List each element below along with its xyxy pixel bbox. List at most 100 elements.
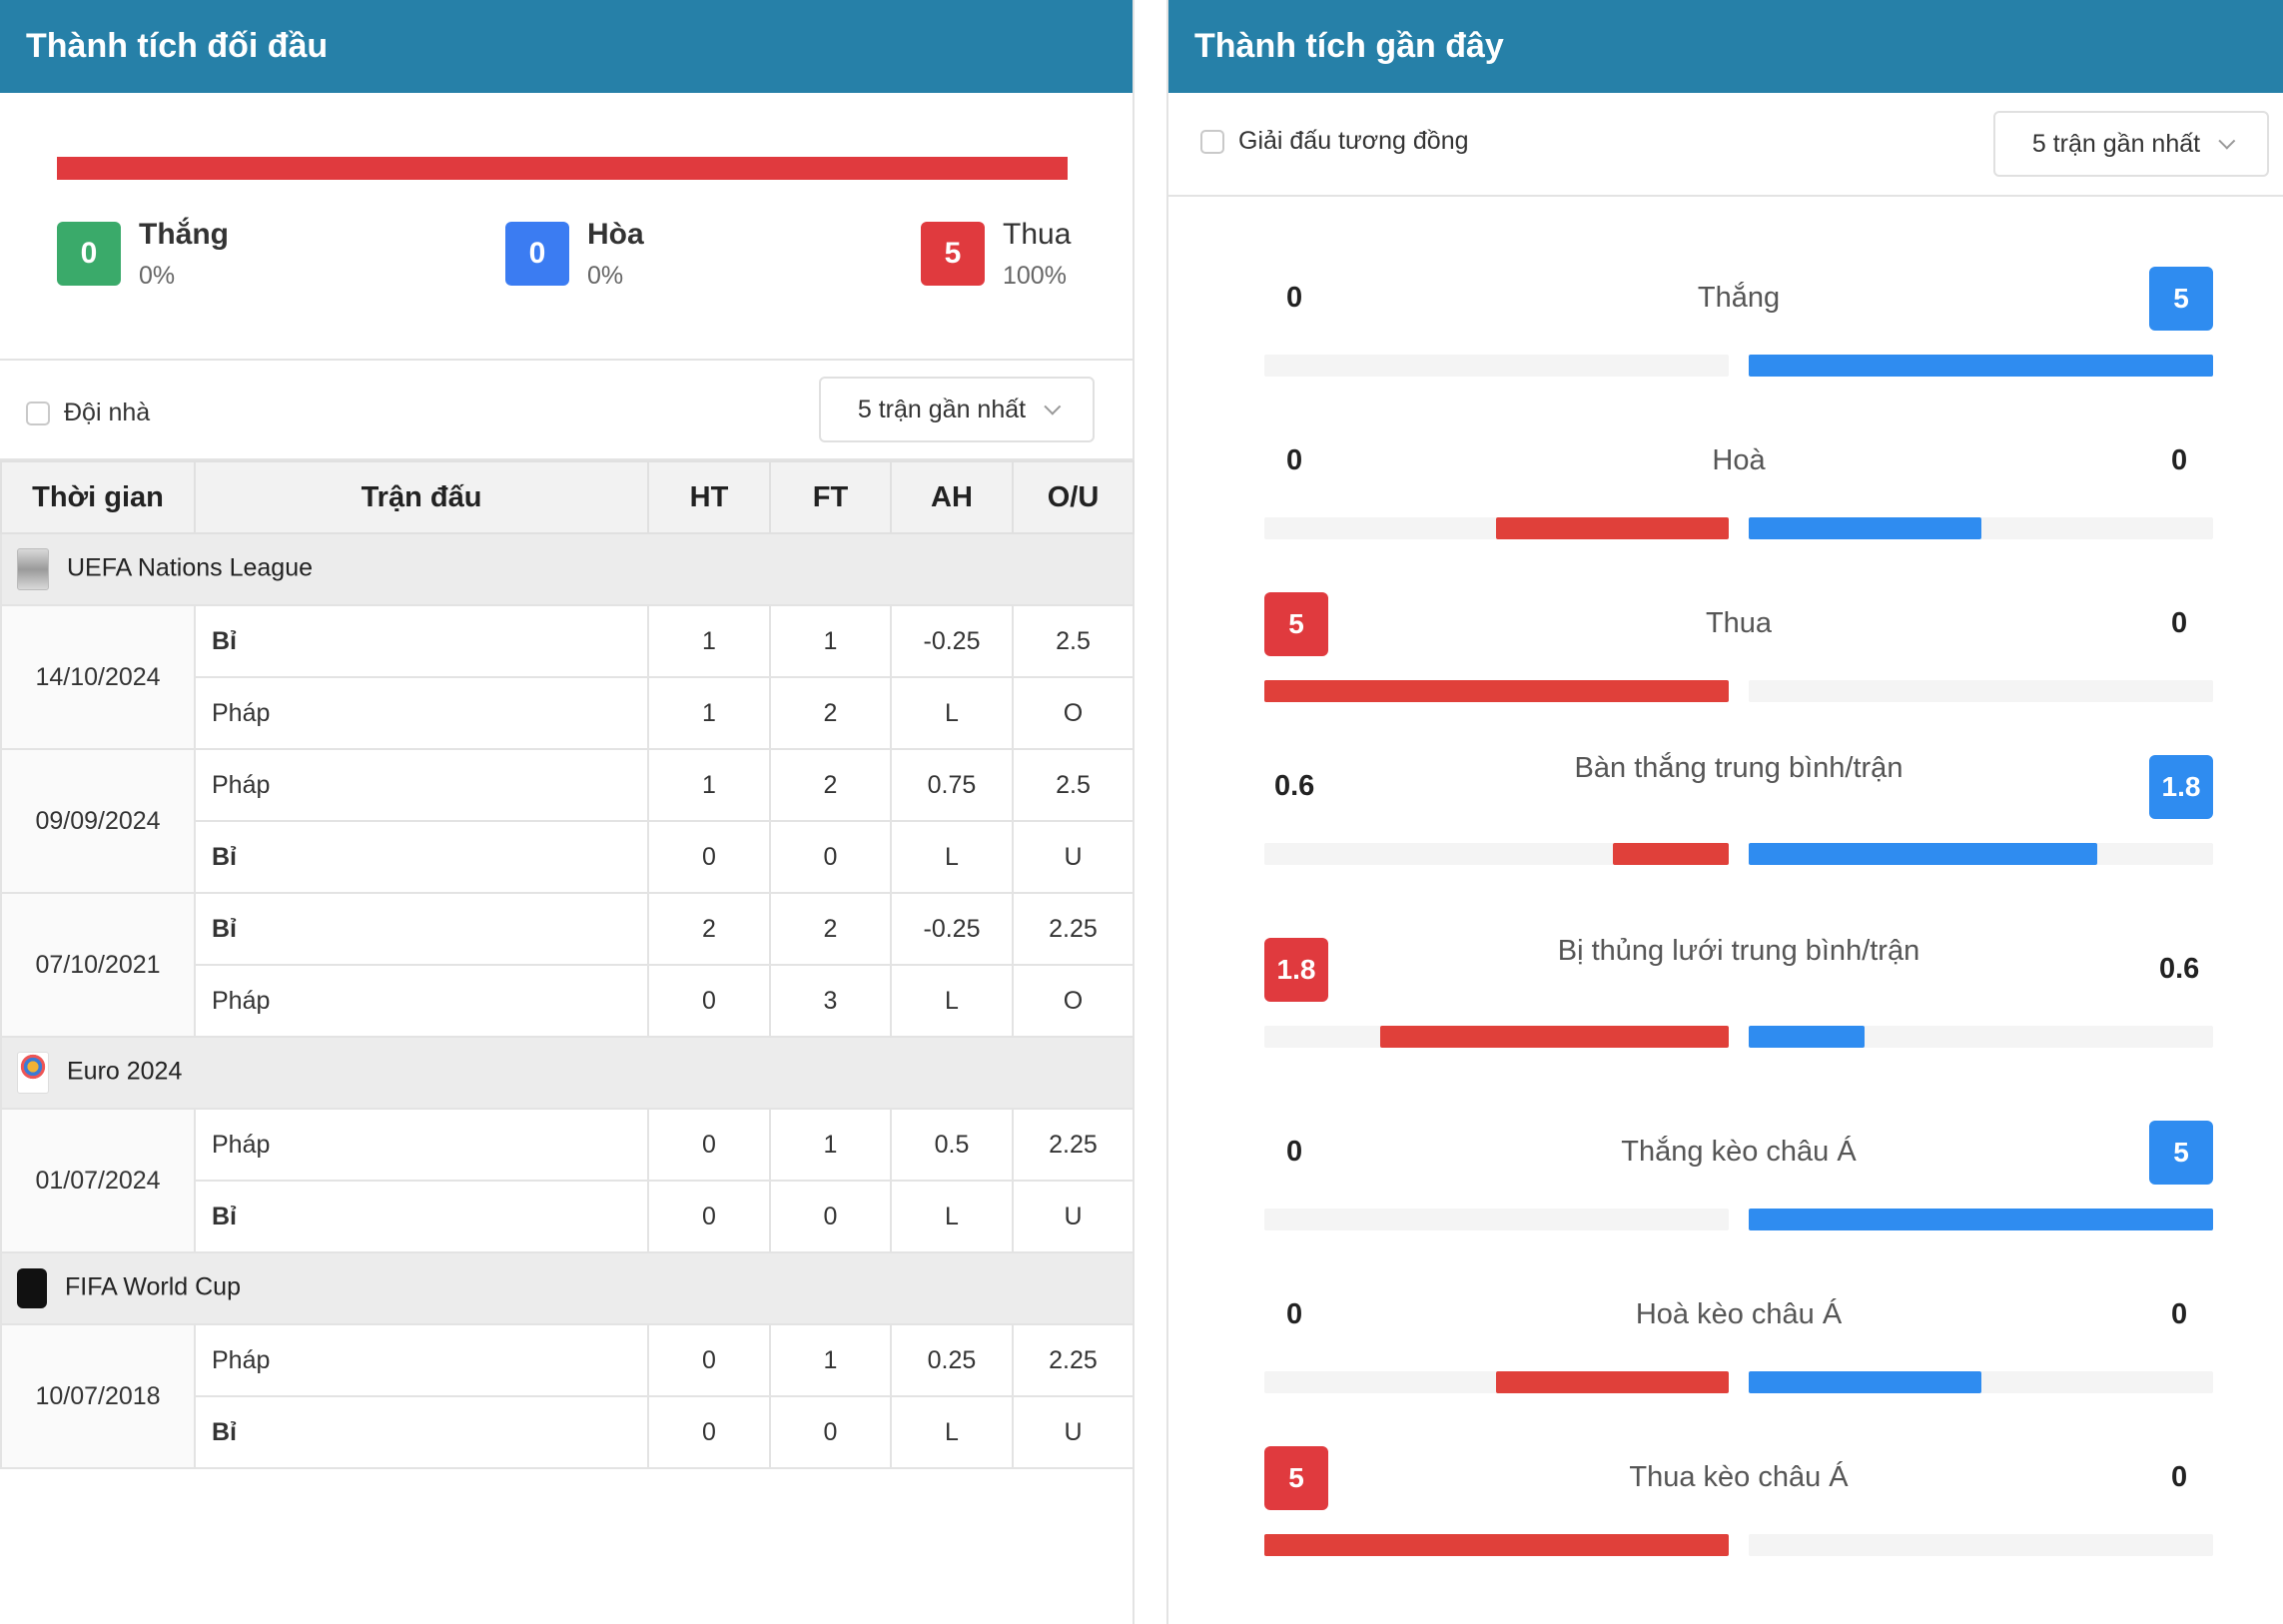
ou-value: 2.5 bbox=[1012, 604, 1135, 678]
h2h-result-bar bbox=[57, 157, 1068, 180]
table-row: Bỉ 0 0 L U bbox=[1, 1395, 1135, 1469]
left-bar-track bbox=[1264, 1209, 1729, 1230]
right-team-value: 0 bbox=[2171, 1461, 2188, 1493]
right-team-value: 0 bbox=[2171, 444, 2188, 476]
right-bar-fill bbox=[1749, 1371, 1981, 1393]
match-date: 01/07/2024 bbox=[0, 1108, 196, 1253]
left-bar-fill bbox=[1496, 1371, 1729, 1393]
team-name: Bỉ bbox=[194, 1395, 649, 1469]
ou-value: U bbox=[1012, 820, 1135, 894]
win-percent: 0% bbox=[139, 262, 176, 290]
ah-value: L bbox=[890, 820, 1014, 894]
league-row: Euro 2024 bbox=[0, 1036, 1135, 1110]
ou-value: U bbox=[1012, 1395, 1135, 1469]
similar-league-checkbox[interactable] bbox=[1200, 129, 1224, 154]
ht-score: 0 bbox=[647, 1323, 771, 1397]
right-bar-fill bbox=[1749, 517, 1981, 539]
stat-label: Thua kèo châu Á bbox=[1629, 1461, 1849, 1493]
fifa-world-cup-logo bbox=[17, 1268, 47, 1308]
table-row: Pháp 0 3 L O bbox=[1, 964, 1135, 1038]
recent-form-panel: Thành tích gần đây Giải đấu tương đồng 5… bbox=[1166, 0, 2283, 1624]
ah-value: L bbox=[890, 964, 1014, 1038]
team-name: Pháp bbox=[194, 676, 649, 750]
ft-score: 0 bbox=[769, 820, 892, 894]
table-row: 09/09/2024 Pháp 1 2 0.75 2.5 bbox=[0, 748, 1135, 894]
ht-score: 0 bbox=[647, 820, 771, 894]
table-row: Bỉ 0 0 L U bbox=[1, 820, 1135, 894]
home-team-filter[interactable]: Đội nhà bbox=[26, 399, 150, 427]
stat-row: 5 Thua kèo châu Á 0 bbox=[1264, 1446, 2213, 1556]
ht-score: 1 bbox=[647, 676, 771, 750]
home-team-label: Đội nhà bbox=[64, 399, 151, 426]
ah-value: L bbox=[890, 676, 1014, 750]
ft-score: 0 bbox=[769, 1395, 892, 1469]
ht-score: 1 bbox=[647, 604, 771, 678]
home-team-checkbox[interactable] bbox=[26, 401, 50, 425]
ah-value: -0.25 bbox=[890, 892, 1014, 966]
league-row: FIFA World Cup bbox=[0, 1251, 1135, 1325]
left-team-value: 0 bbox=[1286, 1298, 1303, 1330]
stat-row: 0.6 Bàn thắng trung bình/trận 1.8 bbox=[1264, 752, 2213, 865]
left-team-value: 0.6 bbox=[1274, 770, 1315, 802]
team-name: Bỉ bbox=[194, 892, 649, 966]
loss-label: Thua bbox=[1003, 218, 1072, 251]
draw-label: Hòa bbox=[587, 218, 644, 251]
right-bar-track bbox=[1749, 1534, 2213, 1556]
stat-row: 5 Thua 0 bbox=[1264, 592, 2213, 702]
recent-match-count-select[interactable]: 5 trận gần nhất bbox=[1993, 111, 2269, 177]
league-name: FIFA World Cup bbox=[65, 1272, 241, 1301]
stat-label: Bàn thắng trung bình/trận bbox=[1574, 752, 1903, 784]
loss-count-badge: 5 bbox=[921, 222, 985, 286]
ou-value: 2.25 bbox=[1012, 892, 1135, 966]
right-bar-track bbox=[1749, 1026, 2213, 1048]
right-team-value: 0 bbox=[2171, 1298, 2188, 1330]
table-row: Pháp 1 2 L O bbox=[1, 676, 1135, 750]
match-date: 10/07/2018 bbox=[0, 1323, 196, 1469]
right-team-value: 1.8 bbox=[2149, 755, 2213, 819]
ft-score: 2 bbox=[769, 892, 892, 966]
ou-value: 2.5 bbox=[1012, 748, 1135, 822]
stat-row: 0 Hoà 0 bbox=[1264, 429, 2213, 539]
league-cell: Euro 2024 bbox=[0, 1036, 1135, 1110]
h2h-table-header: Thời gian Trận đấu HT FT AH O/U bbox=[0, 460, 1135, 534]
h2h-match-count-select[interactable]: 5 trận gần nhất bbox=[819, 377, 1095, 442]
euro-2024-logo bbox=[17, 1052, 49, 1094]
right-bar-fill bbox=[1749, 355, 2213, 377]
ft-score: 3 bbox=[769, 964, 892, 1038]
loss-stat: 5 Thua 100% bbox=[921, 218, 1071, 291]
win-stat: 0 Thắng 0% bbox=[57, 218, 229, 291]
left-team-value: 5 bbox=[1264, 1446, 1328, 1510]
left-bar-fill bbox=[1496, 517, 1729, 539]
chevron-down-icon bbox=[1044, 398, 1062, 415]
left-team-value: 0 bbox=[1286, 1136, 1303, 1168]
ou-value: O bbox=[1012, 676, 1135, 750]
right-team-value: 5 bbox=[2149, 267, 2213, 331]
ah-value: L bbox=[890, 1395, 1014, 1469]
head-to-head-title: Thành tích đối đầu bbox=[0, 0, 1133, 93]
h2h-table: Thời gian Trận đấu HT FT AH O/U UEFA Nat… bbox=[0, 460, 1135, 1469]
league-cell: UEFA Nations League bbox=[0, 532, 1135, 606]
stat-row: 0 Hoà kèo châu Á 0 bbox=[1264, 1283, 2213, 1393]
right-bar-fill bbox=[1749, 1209, 2213, 1230]
left-bar-track bbox=[1264, 843, 1729, 865]
h2h-filter-row: Đội nhà 5 trận gần nhất bbox=[0, 361, 1133, 460]
recent-form-title: Thành tích gần đây bbox=[1168, 0, 2283, 93]
ht-score: 0 bbox=[647, 1395, 771, 1469]
ft-score: 2 bbox=[769, 748, 892, 822]
left-bar-fill bbox=[1613, 843, 1729, 865]
stat-label: Hoà kèo châu Á bbox=[1635, 1298, 1843, 1330]
left-team-value: 5 bbox=[1264, 592, 1328, 656]
ft-score: 1 bbox=[769, 1108, 892, 1182]
left-bar-track bbox=[1264, 355, 1729, 377]
ht-score: 1 bbox=[647, 748, 771, 822]
win-count-badge: 0 bbox=[57, 222, 121, 286]
left-bar-fill bbox=[1264, 1534, 1729, 1556]
team-name: Bỉ bbox=[194, 604, 649, 678]
loss-percent: 100% bbox=[1003, 262, 1067, 290]
ht-score: 0 bbox=[647, 1180, 771, 1253]
ft-score: 2 bbox=[769, 676, 892, 750]
ah-value: 0.5 bbox=[890, 1108, 1014, 1182]
left-team-value: 0 bbox=[1286, 282, 1303, 314]
similar-league-filter[interactable]: Giải đấu tương đồng bbox=[1200, 127, 1469, 156]
stat-label: Thắng kèo châu Á bbox=[1621, 1136, 1857, 1168]
